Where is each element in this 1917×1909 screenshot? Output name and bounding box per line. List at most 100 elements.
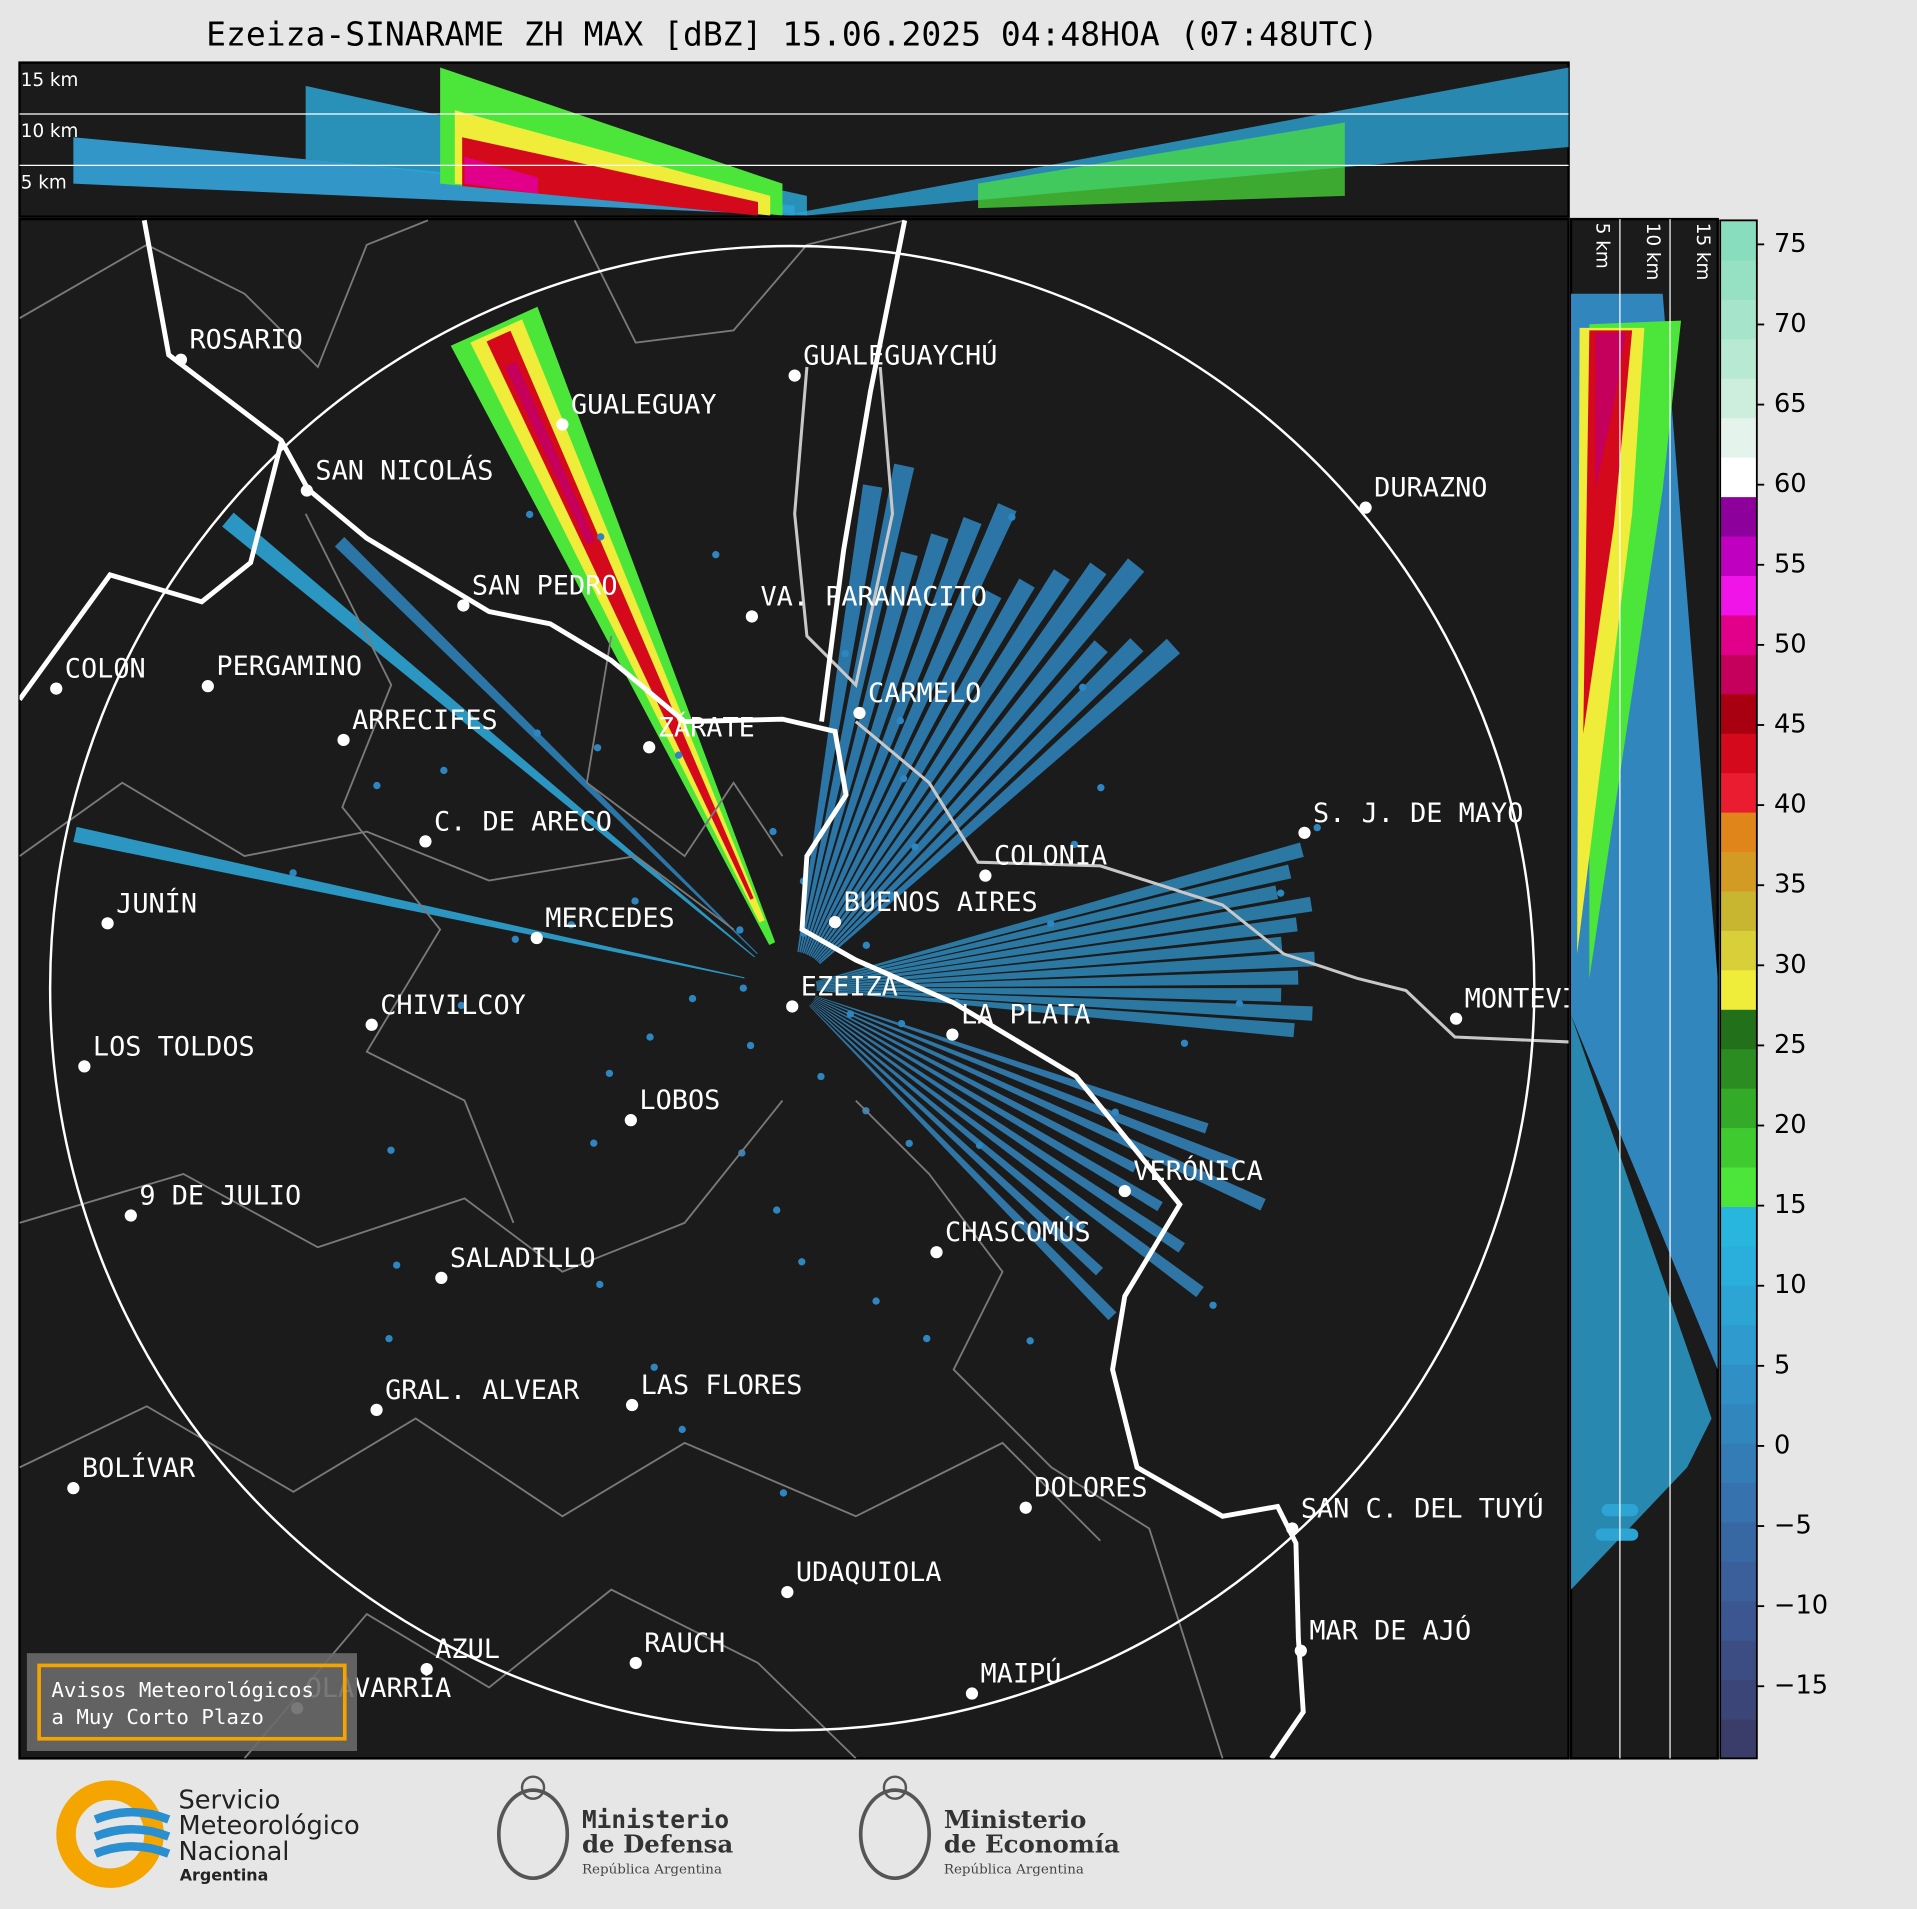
city-marker — [965, 1687, 979, 1700]
echo — [815, 995, 1209, 1134]
echo — [810, 1003, 1086, 1234]
colorbar-band — [1720, 930, 1757, 971]
echo-speck — [905, 1139, 913, 1148]
top-echoes — [73, 67, 1569, 216]
colorbar-tick-label: −10 — [1774, 1591, 1828, 1621]
city-label: SAN C. DEL TUYÚ — [1301, 1492, 1544, 1524]
city-marker — [420, 1662, 433, 1676]
echo-speck — [1235, 1000, 1244, 1008]
defensa-emblem-sun — [520, 1775, 546, 1800]
echo-speck — [1313, 823, 1321, 832]
colorbar-tick-label: 25 — [1774, 1030, 1807, 1060]
city-label: COLONIA — [994, 841, 1107, 872]
notice-text: Avisos Meteorológicos — [51, 1678, 314, 1702]
echo — [816, 917, 1298, 986]
cities: ROSARIO GUALEGUAYCHÚ GUALEGUAY SAN NICOLÁS D… — [50, 325, 1627, 1715]
city-marker — [201, 680, 214, 693]
colorbar-band — [1720, 890, 1757, 931]
echo-speck — [511, 935, 519, 943]
colorbar-tick-label: 40 — [1774, 790, 1807, 820]
colorbar-frame — [1719, 219, 1758, 1760]
echo — [816, 885, 1279, 984]
city-label: ZÁRATE — [658, 711, 755, 743]
colorbar-band — [1720, 259, 1757, 300]
echo-speck — [567, 921, 575, 929]
colorbar-tick-label: 30 — [1774, 950, 1807, 980]
echo-speck — [605, 1069, 614, 1078]
city-label: SAN PEDRO — [472, 570, 618, 601]
city-label: VERÓNICA — [1133, 1155, 1262, 1187]
echo — [801, 551, 918, 953]
colorbar-band — [1720, 1324, 1757, 1365]
echo — [816, 989, 1295, 1038]
city-label: LAS FLORES — [641, 1370, 803, 1401]
echo-speck — [841, 649, 849, 658]
logo-text: Ministerio — [582, 1805, 729, 1834]
echo-speck — [1097, 784, 1105, 792]
colorbar-tick-label: 65 — [1774, 389, 1807, 419]
echo-speck — [896, 716, 904, 725]
range-ring — [48, 244, 1536, 1732]
colorbar-tick-label: 70 — [1774, 309, 1807, 339]
echo-speck — [1070, 840, 1079, 849]
colorbar-tick-label: 15 — [1774, 1190, 1807, 1220]
height-label: 10 km — [21, 121, 79, 142]
city-marker — [124, 1209, 137, 1222]
colorbar-band — [1720, 969, 1757, 1010]
map-panel — [18, 217, 1570, 1760]
colorbar-band — [1720, 1127, 1757, 1168]
echo — [814, 996, 1239, 1171]
echo-speck — [798, 1258, 806, 1266]
city-marker — [556, 418, 569, 431]
city-marker — [370, 1403, 383, 1417]
echo-speck — [392, 1261, 401, 1269]
city-label: DURAZNO — [1374, 473, 1487, 504]
side-echoes — [1571, 293, 1718, 1590]
colorbar-band — [1720, 456, 1757, 498]
echo-speck — [1008, 513, 1016, 521]
echo — [808, 590, 1002, 956]
colorbar-band — [1720, 1363, 1757, 1405]
city-marker — [828, 915, 842, 929]
city-label: GUALEGUAY — [571, 390, 717, 421]
echo-speck — [289, 869, 297, 877]
echo-speck — [593, 744, 602, 752]
echo-speck — [1180, 1039, 1189, 1047]
colorbar-band — [1720, 1679, 1757, 1720]
echo — [816, 936, 1283, 987]
city-label: LOBOS — [639, 1085, 720, 1116]
echo — [486, 330, 754, 900]
echo — [814, 558, 1145, 961]
city-marker — [1298, 826, 1311, 839]
echo-speck — [1079, 683, 1087, 692]
logo-text: Nacional — [178, 1837, 289, 1867]
echo-speck — [712, 551, 720, 559]
colorbar-tick-label: 45 — [1774, 709, 1807, 739]
echo-speck — [975, 1141, 984, 1149]
colorbar-band — [1720, 614, 1757, 655]
echo-speck — [862, 941, 871, 949]
colorbar-tick-label: 35 — [1774, 870, 1807, 900]
height-label: 15 km — [1692, 223, 1713, 281]
colorbar-band — [1720, 378, 1757, 419]
echo — [811, 1002, 1204, 1298]
height-label: 5 km — [1592, 223, 1613, 269]
echo — [334, 536, 758, 955]
colorbar-tick-label: 60 — [1774, 469, 1807, 499]
colorbar-tick-label: 20 — [1774, 1110, 1807, 1140]
echo — [813, 562, 1107, 959]
colorbar-band — [1720, 417, 1757, 458]
colorbar-band — [1720, 1087, 1757, 1129]
notice[interactable]: Avisos Meteorológicos a Muy Corto Plazo — [26, 1653, 357, 1752]
city-label: MONTEVIDEO — [1465, 984, 1627, 1015]
colorbar-band — [1720, 299, 1757, 340]
city-label: C. DE ARECO — [434, 806, 612, 837]
echo-speck — [525, 510, 534, 519]
city-marker — [457, 599, 470, 612]
colorbar-tick-label: 0 — [1774, 1430, 1790, 1460]
coastline — [19, 219, 1306, 1759]
echo — [819, 638, 1181, 965]
city-label: MAIPÚ — [981, 1658, 1062, 1690]
